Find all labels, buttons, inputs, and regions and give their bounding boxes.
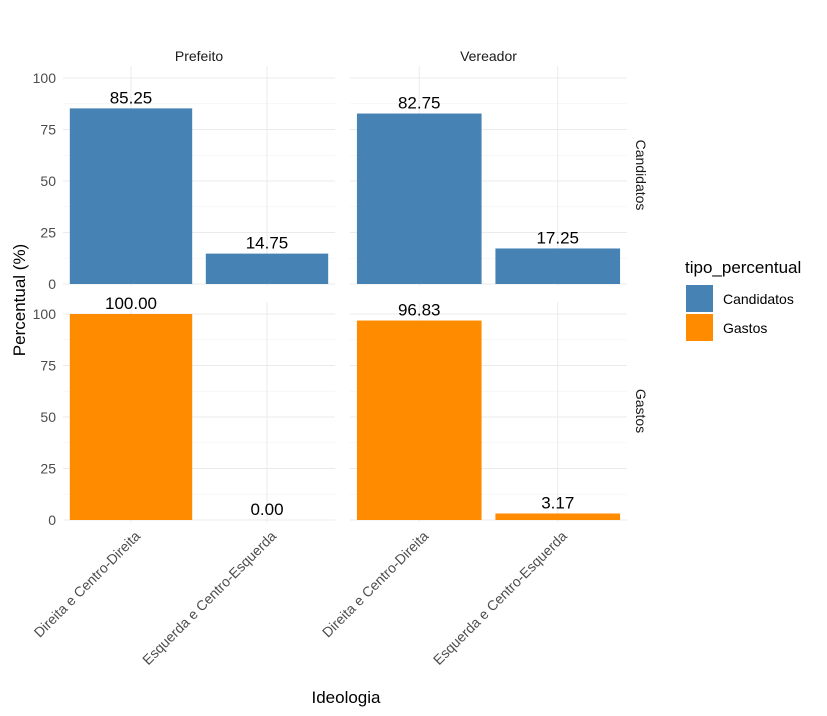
facet-row-label: Candidatos [633,140,649,211]
y-tick-label: 0 [48,276,56,292]
facet-col-label: Vereador [460,48,517,64]
y-tick-label: 100 [33,70,57,86]
x-axis-title: Ideologia [311,688,381,707]
panel-vereador-gastos: 96.83 3.17 [350,301,627,522]
y-tick-label: 0 [48,512,56,528]
bar-value-label: 14.75 [246,234,289,253]
strips-layer: Prefeito Vereador Candidatos Gastos [175,48,649,433]
bar [356,320,482,520]
y-tick-label: 100 [33,306,57,322]
y-tick-label: 25 [40,225,56,241]
x-tick-label: Direita e Centro-Direita [31,528,144,641]
x-tick-label: Esquerda e Centro-Esquerda [430,528,570,668]
legend-swatch [686,314,713,341]
bar-value-label: 0.00 [250,500,283,519]
legend-title: tipo_percentual [685,258,801,277]
panel-prefeito-candidatos: 85.25 14.75 [63,66,335,286]
legend-entry-label: Candidatos [723,291,794,307]
bar-value-label: 96.83 [398,301,441,320]
legend: tipo_percentual Candidatos Gastos [685,258,801,341]
bar [495,248,621,284]
facet-col-label: Prefeito [175,48,223,64]
y-tick-label: 75 [40,358,56,374]
bar [69,108,193,284]
x-tick-label: Esquerda e Centro-Esquerda [139,528,279,668]
legend-swatch [686,285,713,312]
y-tick-label: 50 [40,409,56,425]
y-tick-label: 50 [40,173,56,189]
panel-vereador-candidatos: 82.75 17.25 [350,66,627,286]
legend-entry-label: Gastos [723,320,767,336]
bar [69,314,193,520]
bar [495,513,621,520]
legend-items: Candidatos Gastos [686,285,794,341]
y-tick-label: 75 [40,122,56,138]
bar-value-label: 17.25 [536,228,579,247]
y-tick-label: 25 [40,461,56,477]
facet-row-label: Gastos [633,389,649,433]
y-axis-title: Percentual (%) [10,244,29,356]
bar-value-label: 82.75 [398,94,441,113]
panel-prefeito-gastos: 100.00 0.00 [63,294,335,522]
bar-value-label: 3.17 [541,493,574,512]
panels-layer: 85.25 14.75 82.75 17.25 100.00 0.00 96.83 3.17 [63,66,627,522]
bar-value-label: 100.00 [105,294,157,313]
bar-value-label: 85.25 [110,88,153,107]
bar [356,113,482,284]
x-tick-label: Direita e Centro-Direita [319,528,432,641]
bar [205,253,329,284]
